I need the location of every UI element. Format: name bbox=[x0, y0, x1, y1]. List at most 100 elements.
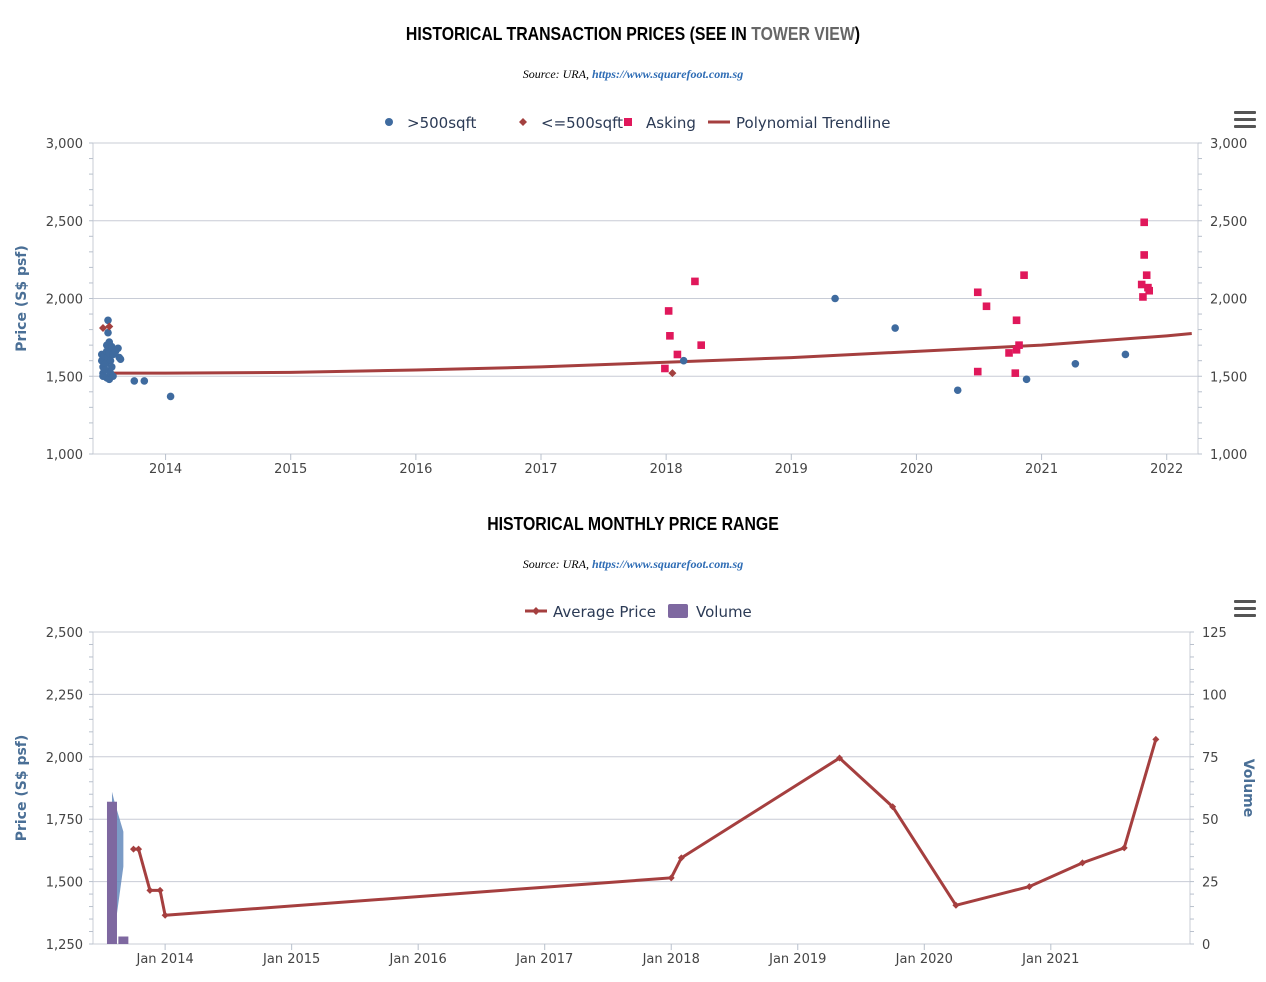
point-asking bbox=[1137, 280, 1146, 289]
y-tick-label: 2,000 bbox=[46, 293, 83, 308]
y-tick-label-right: 25 bbox=[1202, 876, 1219, 891]
volume-bar bbox=[118, 936, 129, 944]
point-above-500 bbox=[166, 392, 175, 401]
average-price-point bbox=[1120, 844, 1128, 852]
y-axis-title-right: Volume bbox=[1240, 759, 1256, 818]
average-price-point bbox=[1078, 859, 1086, 867]
x-tick-label: Jan 2014 bbox=[135, 952, 193, 967]
point-above-500 bbox=[1022, 375, 1031, 384]
average-price-point bbox=[952, 901, 960, 909]
average-price-point bbox=[1025, 883, 1033, 891]
point-above-500 bbox=[116, 355, 125, 363]
y-tick-label: 2,500 bbox=[46, 626, 83, 641]
legend-item[interactable]: >500sqft bbox=[407, 114, 477, 132]
average-price-point bbox=[135, 845, 143, 853]
legend-symbol bbox=[385, 118, 393, 126]
point-asking bbox=[1012, 316, 1021, 325]
y-tick-label: 2,000 bbox=[46, 751, 83, 766]
point-asking bbox=[1005, 349, 1013, 357]
y-tick-label: 1,750 bbox=[46, 813, 83, 828]
point-asking bbox=[1140, 251, 1148, 259]
point-asking bbox=[1011, 369, 1020, 377]
y-tick-label: 1,250 bbox=[46, 938, 83, 953]
point-above-500 bbox=[104, 328, 112, 337]
chart1-title: HISTORICAL TRANSACTION PRICES (SEE IN TO… bbox=[405, 24, 861, 44]
legend-item[interactable]: Volume bbox=[696, 603, 752, 621]
chart2-source: Source: URA, https://www.squarefoot.com.… bbox=[522, 557, 744, 571]
y-tick-label: 3,000 bbox=[46, 137, 83, 152]
x-tick-label: Jan 2015 bbox=[262, 952, 320, 967]
transaction-scatter-chart: 1,000 1,000 1,500 1,500 2,000 2,000 2,500 2,500… bbox=[14, 114, 1247, 477]
average-price-point bbox=[146, 886, 154, 894]
average-price-point bbox=[161, 911, 169, 919]
average-price-point bbox=[889, 803, 897, 811]
x-tick-label: 2016 bbox=[399, 462, 432, 477]
y-axis-title: Price (S$ psf) bbox=[14, 245, 30, 352]
legend-item[interactable]: <=500sqft bbox=[541, 114, 623, 132]
x-tick-label: 2020 bbox=[900, 462, 933, 477]
point-asking bbox=[1015, 341, 1023, 349]
y-tick-label: 2,500 bbox=[46, 215, 83, 230]
y-tick-label-right: 1,000 bbox=[1210, 448, 1247, 463]
volume-bar bbox=[106, 801, 117, 944]
x-tick-label: 2017 bbox=[524, 462, 557, 477]
legend-symbol bbox=[624, 118, 632, 126]
legend-item[interactable]: Polynomial Trendline bbox=[736, 114, 890, 132]
y-axis-title: Price (S$ psf) bbox=[14, 735, 30, 842]
source-link[interactable]: https://www.squarefoot.com.sg bbox=[591, 557, 744, 571]
average-price-point bbox=[129, 845, 137, 853]
y-tick-label: 1,500 bbox=[46, 876, 83, 891]
legend-symbol bbox=[668, 604, 688, 618]
y-tick-label-right: 75 bbox=[1202, 751, 1219, 766]
legend-symbol bbox=[532, 607, 540, 615]
x-tick-label: 2022 bbox=[1150, 462, 1183, 477]
x-tick-label: 2021 bbox=[1025, 462, 1058, 477]
x-tick-label: 2015 bbox=[274, 462, 307, 477]
legend-item[interactable]: Average Price bbox=[553, 603, 656, 621]
x-tick-label: Jan 2019 bbox=[768, 952, 826, 967]
average-price-line bbox=[133, 738, 1158, 917]
point-above-500 bbox=[104, 316, 112, 325]
legend-item[interactable]: Asking bbox=[646, 114, 696, 132]
x-tick-label: Jan 2018 bbox=[642, 952, 700, 967]
point-asking bbox=[982, 302, 991, 311]
average-price-point bbox=[836, 754, 844, 762]
x-tick-label: 2018 bbox=[650, 462, 683, 477]
point-above-500 bbox=[107, 363, 116, 371]
chart2-title: HISTORICAL MONTHLY PRICE RANGE bbox=[487, 514, 779, 534]
y-tick-label-right: 50 bbox=[1202, 813, 1219, 828]
x-tick-label: Jan 2021 bbox=[1021, 952, 1079, 967]
point-asking bbox=[697, 341, 705, 349]
chart1-menu-icon[interactable] bbox=[1234, 111, 1256, 129]
y-tick-label: 1,000 bbox=[46, 448, 83, 463]
y-tick-label: 2,250 bbox=[46, 688, 83, 703]
x-tick-label: Jan 2017 bbox=[515, 952, 573, 967]
point-above-500 bbox=[109, 372, 117, 381]
point-below-500 bbox=[668, 369, 677, 378]
y-tick-label-right: 125 bbox=[1202, 626, 1227, 641]
point-asking bbox=[664, 307, 673, 315]
point-above-500 bbox=[953, 386, 962, 395]
x-tick-label: 2014 bbox=[149, 462, 182, 477]
point-above-500 bbox=[140, 377, 149, 385]
x-tick-label: Jan 2020 bbox=[895, 952, 953, 967]
y-tick-label-right: 2,500 bbox=[1210, 215, 1247, 230]
average-price-point bbox=[667, 874, 675, 882]
monthly-price-chart: 1,250 1,500 1,750 2,000 2,250 2,500 0 25 50 75 100… bbox=[14, 603, 1256, 967]
point-below-500 bbox=[99, 324, 108, 333]
y-tick-label-right: 2,000 bbox=[1210, 293, 1247, 308]
chart2-menu-icon[interactable] bbox=[1234, 600, 1256, 618]
point-asking bbox=[661, 364, 669, 373]
chart1-source: Source: URA, https://www.squarefoot.com.… bbox=[522, 67, 744, 81]
legend-symbol bbox=[519, 118, 527, 126]
point-above-500 bbox=[130, 377, 139, 385]
source-link[interactable]: https://www.squarefoot.com.sg bbox=[591, 67, 744, 81]
point-above-500 bbox=[679, 356, 688, 365]
x-tick-label: 2019 bbox=[775, 462, 808, 477]
point-asking bbox=[1139, 293, 1147, 301]
point-asking bbox=[1020, 271, 1028, 279]
tower-view-link[interactable]: TOWER VIEW bbox=[751, 24, 855, 44]
y-tick-label: 1,500 bbox=[46, 370, 83, 385]
average-price-point bbox=[1152, 735, 1160, 743]
point-above-500 bbox=[106, 356, 115, 365]
